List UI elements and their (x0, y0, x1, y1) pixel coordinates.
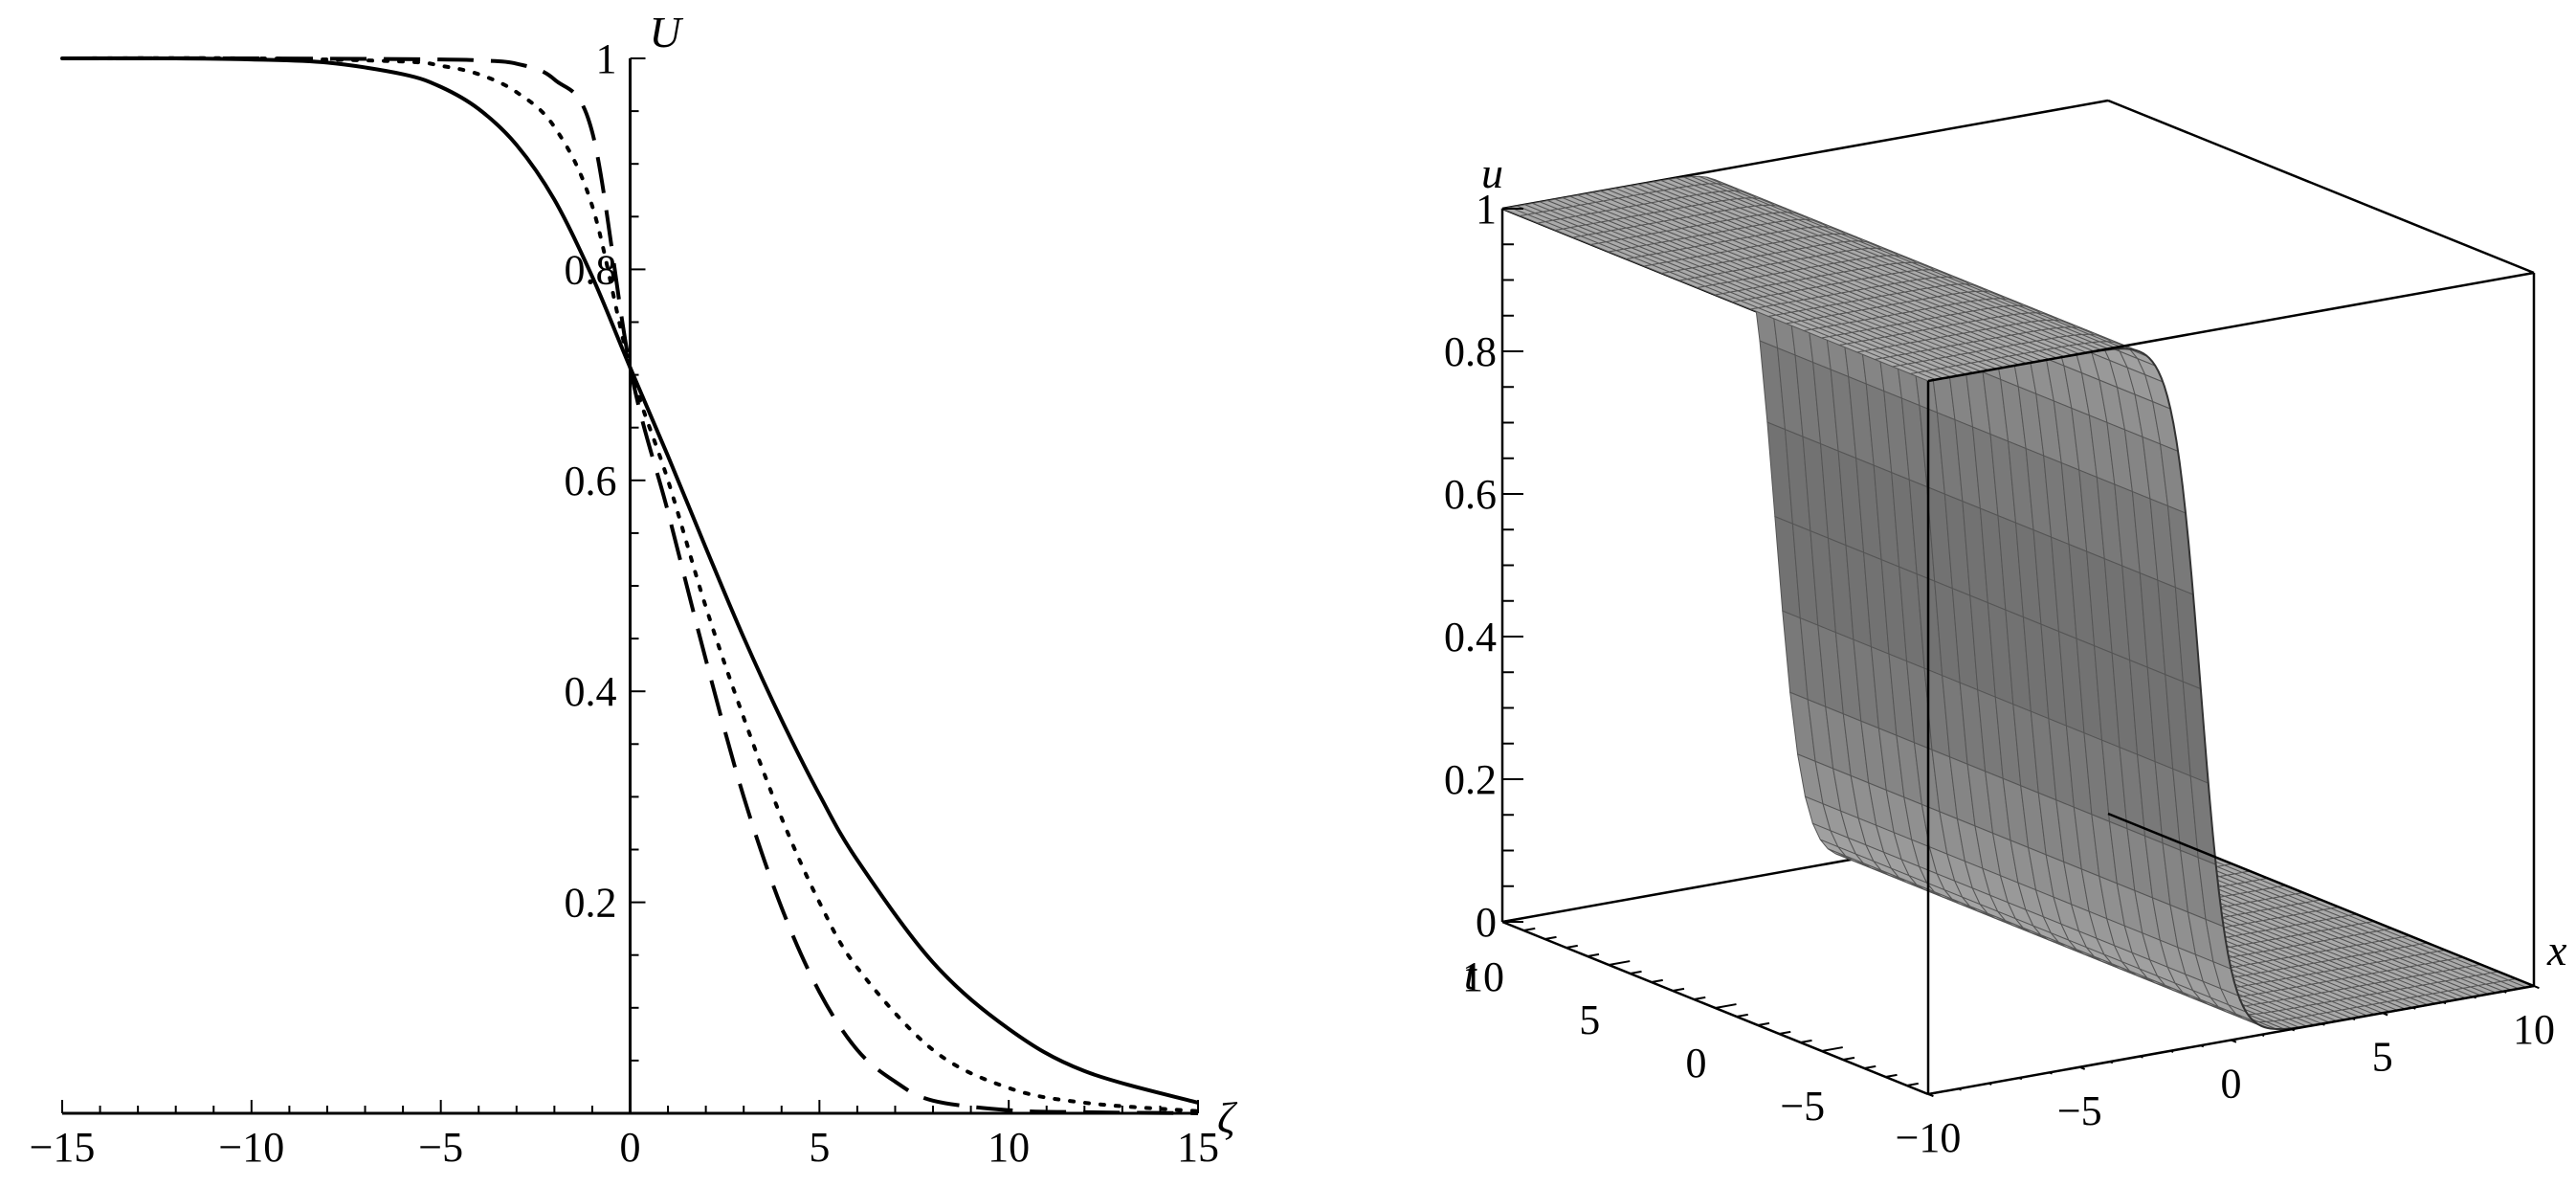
left-y-axis-title: U (650, 8, 684, 56)
surface-x-tick (2231, 1039, 2237, 1043)
left-line-chart: −15 −10 −5 0 5 10 150.20.40.60.81 U ζ (30, 8, 1238, 1171)
surface-t-tick (1906, 1082, 1919, 1086)
surface-x-tick-label: 0 (2221, 1061, 2242, 1108)
surface-x-tick (2140, 1055, 2143, 1059)
surface-t-tick-label: 0 (1686, 1040, 1707, 1086)
left-series-dotted-line (60, 56, 1200, 1113)
surface-x-tick-label: −5 (2057, 1087, 2102, 1134)
left-series (60, 56, 1200, 1115)
left-x-tick-label: −5 (418, 1124, 463, 1171)
surface-t-tick (1821, 1046, 1843, 1052)
surface-z-tick-label: 0.8 (1444, 328, 1497, 375)
surface-t-tick (1842, 1056, 1855, 1061)
surface-x-tick (2200, 1044, 2205, 1048)
surface-t-tick (1609, 960, 1631, 966)
surface-z-tick-label: 0.2 (1444, 756, 1497, 803)
surface-t-tick (1630, 970, 1642, 974)
right-surface-plot: 0 0.2 0.4 0.6 0.8 1 −10 −5 0 5 10 −5 0 5 10 u t x (1444, 99, 2567, 1161)
surface-t-tick (1779, 1030, 1791, 1035)
surface-z-tick-label: 0.4 (1444, 614, 1497, 661)
surface-x-tick (2321, 1022, 2325, 1026)
surface-z-tick-label: 0 (1476, 899, 1497, 946)
box-edge (2107, 99, 2535, 275)
surface-t-tick-label: −5 (1780, 1083, 1825, 1130)
left-ticks: −15 −10 −5 0 5 10 150.20.40.60.81 (30, 35, 1219, 1171)
surface-x-tick (2018, 1077, 2023, 1081)
left-x-axis-title: ζ (1217, 1093, 1238, 1142)
left-y-tick-label: 0.6 (565, 458, 617, 504)
surface-x-tick (1958, 1087, 1962, 1091)
surface-ticks: 0 0.2 0.4 0.6 0.8 1 −10 −5 0 5 10 −5 0 5 10 (1444, 186, 2555, 1161)
surface-t-tick (1800, 1039, 1812, 1043)
surface-x-tick (2078, 1065, 2086, 1070)
left-series-solid-line (61, 56, 1199, 1105)
surface-t-tick (1927, 1089, 1950, 1095)
surface-x-tick-label: 5 (2372, 1033, 2393, 1080)
surface-t-tick (1587, 952, 1600, 957)
surface-mesh (1500, 175, 2536, 1031)
surface-t-tick-label: 5 (1579, 997, 1600, 1043)
surface-x-tick (2109, 1061, 2114, 1064)
surface-z-tick-label: 1 (1476, 186, 1497, 233)
surface-x-tick (2442, 1001, 2447, 1005)
left-x-tick-label: −10 (218, 1124, 284, 1171)
surface-x-axis-title: x (2546, 926, 2567, 974)
left-y-tick-label: 0.2 (565, 880, 617, 927)
box-edge (1927, 271, 2535, 383)
box-edge (2107, 812, 2535, 988)
surface-x-tick (2169, 1049, 2174, 1053)
surface-z-axis-title: u (1481, 148, 1503, 197)
surface-t-tick (1885, 1073, 1898, 1078)
surface-x-tick-label: −10 (1896, 1114, 1962, 1161)
left-x-tick-label: 5 (809, 1124, 830, 1171)
surface-t-axis-title: t (1464, 950, 1477, 998)
surface-x-tick (2382, 1012, 2388, 1017)
surface-t-tick (1736, 1013, 1748, 1018)
surface-t-tick (1757, 1021, 1770, 1026)
left-y-tick-label: 0.4 (565, 668, 617, 715)
surface-t-tick (1523, 927, 1536, 931)
surface-x-tick (1988, 1082, 1992, 1086)
surface-t-tick (1715, 1003, 1737, 1009)
left-y-tick-label: 1 (596, 35, 617, 82)
surface-t-tick (1566, 944, 1578, 949)
surface-z-tick-label: 0.6 (1444, 471, 1497, 518)
left-x-tick-label: −15 (30, 1124, 96, 1171)
left-x-tick-label: 10 (988, 1124, 1030, 1171)
surface-x-tick-label: 10 (2513, 1006, 2555, 1053)
surface-t-tick (1694, 996, 1706, 1000)
surface-x-tick (2260, 1033, 2265, 1037)
surface-t-tick (1672, 987, 1685, 992)
surface-box-front-edges (1926, 271, 2536, 1096)
surface-t-tick-label: 10 (1462, 953, 1504, 1000)
surface-t-tick (1544, 935, 1557, 940)
surface-x-tick (2291, 1028, 2296, 1032)
surface-t-tick (1651, 978, 1663, 983)
left-x-tick-label: 15 (1177, 1124, 1219, 1171)
surface-x-tick (2533, 985, 2540, 990)
surface-x-tick (2412, 1006, 2416, 1010)
surface-x-tick (2049, 1071, 2053, 1075)
surface-t-tick (1501, 917, 1524, 923)
left-x-tick-label: 0 (620, 1124, 641, 1171)
surface-t-tick (1864, 1064, 1876, 1069)
surface-x-tick (2502, 990, 2507, 994)
left-series-dashed-line (61, 56, 1199, 1115)
